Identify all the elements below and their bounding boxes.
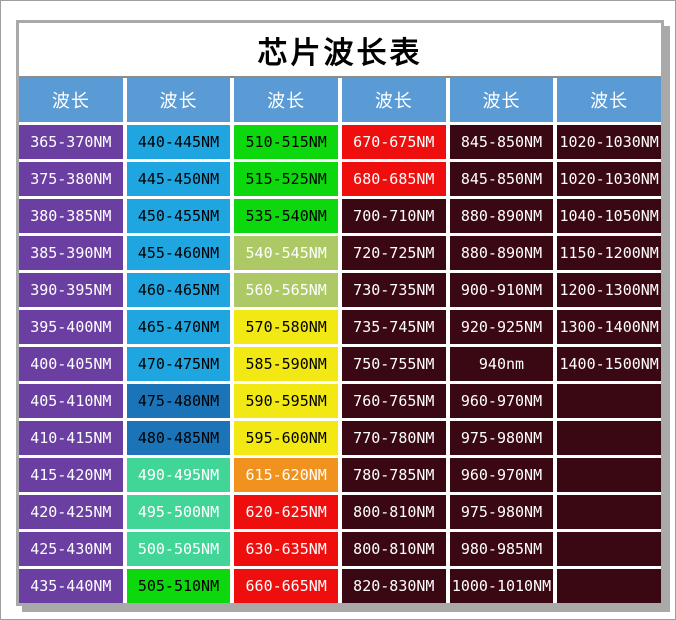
table-cell: 720-725NM [341,236,446,270]
table-cell: 560-565NM [234,273,338,307]
table-cell: 425-430NM [19,532,123,566]
table-cell [557,569,661,603]
table-cell: 435-440NM [19,569,123,603]
table-cell: 975-980NM [449,495,554,529]
column-header: 波长 [449,78,554,122]
table-cell: 590-595NM [234,384,338,418]
table-cell: 800-810NM [341,495,446,529]
table-cell: 410-415NM [19,421,123,455]
table-cell: 515-525NM [234,162,338,196]
table-cell: 475-480NM [126,384,231,418]
table-cell: 375-380NM [19,162,123,196]
wavelength-table: 芯片波长表 波长 波长 波长 波长 波长 波长 365-370NM 440-445NM 510… [16,20,664,606]
table-cell: 680-685NM [341,162,446,196]
header-row: 波长 波长 波长 波长 波长 波长 [19,78,661,122]
table-cell: 505-510NM [126,569,231,603]
table-cell: 920-925NM [449,310,554,344]
table-cell: 960-970NM [449,458,554,492]
table-cell: 760-765NM [341,384,446,418]
table-cell: 1300-1400NM [557,310,661,344]
table-cell: 1400-1500NM [557,347,661,381]
table-cell: 420-425NM [19,495,123,529]
table-cell: 820-830NM [341,569,446,603]
column-header: 波长 [557,78,661,122]
table-cell: 975-980NM [449,421,554,455]
table-cell: 880-890NM [449,199,554,233]
table-cell: 845-850NM [449,125,554,159]
table-cell: 495-500NM [126,495,231,529]
table-cell: 1200-1300NM [557,273,661,307]
table-cell: 535-540NM [234,199,338,233]
table-cell: 385-390NM [19,236,123,270]
table-cell: 1040-1050NM [557,199,661,233]
table-cell [557,384,661,418]
table-cell: 700-710NM [341,199,446,233]
table-cell: 620-625NM [234,495,338,529]
table-cell: 1150-1200NM [557,236,661,270]
table-cell: 660-665NM [234,569,338,603]
column-header: 波长 [126,78,231,122]
table-cell [557,458,661,492]
table-cell: 500-505NM [126,532,231,566]
table-cell: 585-590NM [234,347,338,381]
table-cell: 750-755NM [341,347,446,381]
table-cell: 880-890NM [449,236,554,270]
table-cell [557,532,661,566]
table-cell: 800-810NM [341,532,446,566]
table-cell: 570-580NM [234,310,338,344]
column-header: 波长 [341,78,446,122]
table-cell: 735-745NM [341,310,446,344]
table-cell: 780-785NM [341,458,446,492]
table-cell: 980-985NM [449,532,554,566]
table-cell: 670-675NM [341,125,446,159]
table-cell: 365-370NM [19,125,123,159]
table-cell: 400-405NM [19,347,123,381]
table-cell: 465-470NM [126,310,231,344]
table-cell: 595-600NM [234,421,338,455]
table-cell: 845-850NM [449,162,554,196]
table-cell: 770-780NM [341,421,446,455]
table-cell: 405-410NM [19,384,123,418]
table-cell: 460-465NM [126,273,231,307]
table-cell: 480-485NM [126,421,231,455]
table-cell: 1020-1030NM [557,125,661,159]
table-cell: 540-545NM [234,236,338,270]
table-cell: 1000-1010NM [449,569,554,603]
table-cell: 470-475NM [126,347,231,381]
table-cell [557,495,661,529]
table-cell: 390-395NM [19,273,123,307]
table-cell: 510-515NM [234,125,338,159]
table-cell: 455-460NM [126,236,231,270]
column-header: 波长 [19,78,123,122]
table-cell: 940nm [449,347,554,381]
table-title: 芯片波长表 [19,23,661,78]
table-cell [557,421,661,455]
table-cell: 450-455NM [126,199,231,233]
table-grid: 365-370NM 440-445NM 510-515NM 670-675NM 845-… [19,125,661,603]
table-cell: 440-445NM [126,125,231,159]
table-cell: 960-970NM [449,384,554,418]
table-cell: 1020-1030NM [557,162,661,196]
table-cell: 490-495NM [126,458,231,492]
table-cell: 380-385NM [19,199,123,233]
table-cell: 445-450NM [126,162,231,196]
table-cell: 730-735NM [341,273,446,307]
table-cell: 395-400NM [19,310,123,344]
table-cell: 415-420NM [19,458,123,492]
table-cell: 615-620NM [234,458,338,492]
column-header: 波长 [234,78,338,122]
table-cell: 630-635NM [234,532,338,566]
table-cell: 900-910NM [449,273,554,307]
